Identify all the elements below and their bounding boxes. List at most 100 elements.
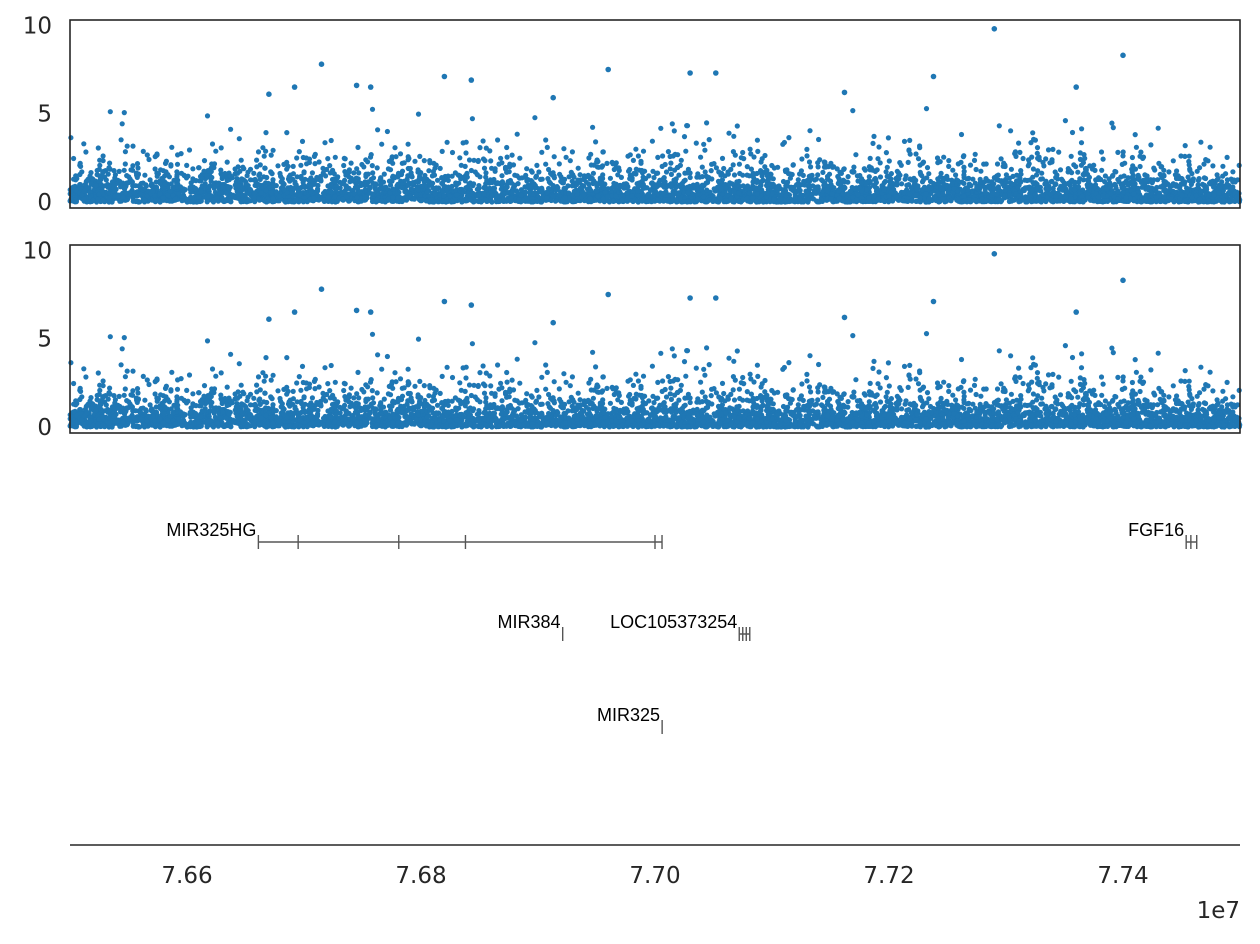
data-point: [95, 196, 101, 203]
data-point: [913, 192, 919, 198]
data-point: [105, 171, 111, 177]
data-point: [544, 189, 550, 195]
data-point: [704, 120, 710, 126]
data-point: [815, 172, 821, 178]
data-point: [737, 170, 743, 177]
data-point: [960, 154, 967, 160]
data-point: [1078, 162, 1084, 168]
data-point: [998, 156, 1004, 162]
data-point: [1047, 160, 1053, 166]
data-point: [1048, 191, 1054, 197]
data-point: [953, 172, 959, 178]
data-point: [306, 177, 312, 183]
data-point: [1050, 146, 1056, 152]
data-point: [1069, 129, 1076, 136]
data-point: [1082, 155, 1088, 161]
data-point: [1182, 143, 1188, 149]
data-point: [135, 165, 141, 171]
data-point: [494, 192, 500, 198]
data-point: [1076, 179, 1082, 185]
data-point: [995, 184, 1002, 190]
data-point: [1170, 158, 1176, 164]
data-point: [79, 169, 85, 175]
data-point: [652, 188, 659, 195]
data-point: [1210, 199, 1216, 205]
data-point: [695, 171, 701, 177]
data-point: [404, 190, 410, 196]
data-point: [708, 168, 714, 174]
data-point: [169, 144, 175, 150]
data-point: [699, 174, 705, 180]
data-point: [226, 185, 232, 191]
data-point: [201, 183, 207, 189]
data-point: [1188, 181, 1194, 187]
data-point: [186, 147, 193, 153]
data-point: [356, 170, 362, 176]
data-point: [237, 168, 243, 174]
data-point: [880, 197, 886, 203]
data-point: [889, 180, 895, 186]
data-point: [184, 162, 190, 168]
data-point: [781, 139, 788, 146]
data-point: [884, 164, 890, 170]
data-point: [1032, 137, 1038, 143]
data-point: [1201, 161, 1207, 167]
data-point: [602, 189, 609, 195]
data-point: [1174, 168, 1180, 174]
data-point: [959, 179, 965, 185]
data-point: [138, 191, 144, 197]
data-point: [551, 154, 557, 160]
data-point: [255, 149, 262, 155]
data-point: [369, 163, 375, 169]
data-point: [961, 168, 967, 174]
data-point: [638, 160, 644, 166]
data-point: [212, 183, 218, 189]
data-point: [177, 184, 184, 190]
data-point: [1182, 153, 1188, 159]
data-point: [463, 150, 469, 156]
data-point: [1201, 175, 1207, 181]
data-point: [790, 162, 796, 168]
data-point: [913, 151, 919, 157]
data-point: [483, 197, 489, 203]
data-point: [193, 178, 199, 184]
data-point: [262, 198, 268, 204]
data-point: [384, 128, 390, 135]
data-point: [731, 172, 738, 178]
data-point: [570, 198, 576, 204]
data-point: [361, 164, 367, 170]
data-point: [355, 144, 361, 150]
data-point: [1034, 145, 1041, 151]
data-point: [825, 176, 831, 182]
data-point: [434, 177, 441, 183]
data-point: [983, 176, 989, 182]
data-point: [439, 175, 445, 181]
data-point: [841, 166, 847, 172]
data-point: [365, 159, 371, 165]
data-point: [886, 173, 892, 179]
data-point: [909, 197, 915, 203]
data-point: [181, 172, 187, 178]
data-point: [284, 166, 290, 172]
data-point: [487, 148, 493, 154]
data-point: [567, 158, 573, 164]
data-point: [801, 178, 807, 184]
data-point: [362, 194, 368, 200]
data-point: [1131, 191, 1137, 197]
data-point: [681, 134, 688, 140]
data-point: [543, 137, 549, 143]
points: [67, 26, 1243, 205]
data-point: [90, 197, 96, 203]
data-point: [1161, 173, 1167, 179]
data-point: [741, 156, 747, 162]
data-point: [140, 180, 146, 186]
data-point: [935, 160, 941, 166]
data-point: [1068, 153, 1074, 159]
data-point: [730, 149, 737, 155]
data-point: [227, 173, 233, 179]
data-point: [995, 172, 1001, 178]
data-point: [972, 151, 978, 157]
data-point: [431, 172, 438, 178]
data-point: [719, 155, 726, 161]
data-point: [905, 159, 911, 165]
